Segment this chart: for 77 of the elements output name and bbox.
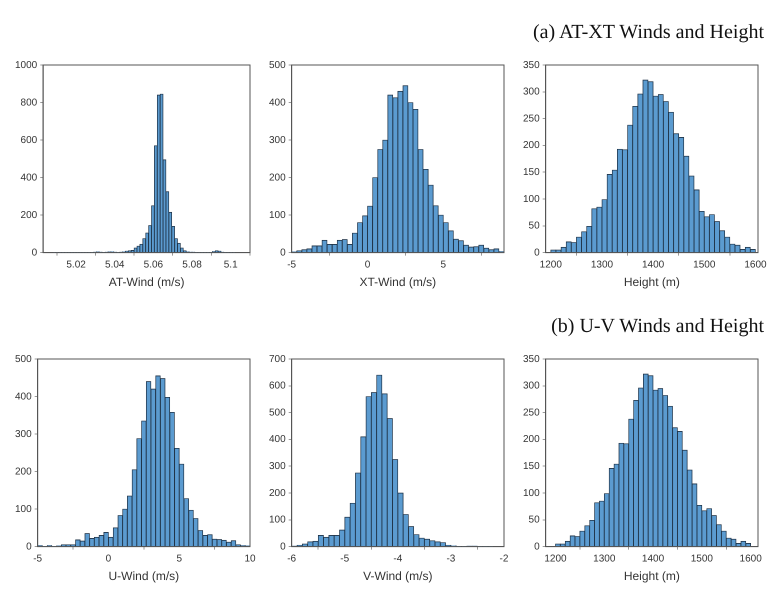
y-tick-label: 100	[268, 210, 286, 221]
x-tick-label: 10	[244, 553, 256, 564]
x-tick-label: -3	[446, 553, 456, 564]
x-tick-label: 5.1	[224, 259, 238, 270]
y-tick-label: 200	[268, 488, 286, 499]
x-axis-title: AT-Wind (m/s)	[108, 275, 185, 290]
y-tick-label: 800	[20, 97, 38, 108]
x-tick-label: 1200	[540, 259, 562, 270]
x-tick-label: 1600	[744, 259, 767, 270]
x-tick-label: 5.04	[105, 259, 125, 270]
y-tick-label: 1000	[14, 60, 38, 71]
y-tick-label: 600	[268, 380, 286, 392]
y-tick-label: 500	[268, 407, 286, 418]
x-axis-title: Height (m)	[624, 569, 680, 584]
x-tick-label: -5	[340, 553, 350, 564]
y-tick-label: 600	[20, 134, 38, 146]
y-tick-label: 400	[20, 172, 38, 184]
y-tick-label: 400	[268, 97, 286, 108]
x-tick-label: 1400	[642, 553, 665, 564]
x-axis-title: Height (m)	[624, 275, 680, 290]
x-tick-label: -6	[287, 553, 297, 564]
x-axis-title: U-Wind (m/s)	[108, 569, 180, 584]
y-tick-label: 200	[268, 172, 286, 184]
y-tick-label: 100	[14, 504, 32, 515]
x-tick-label: 5.08	[182, 259, 202, 270]
x-tick-label: 1500	[693, 259, 716, 270]
y-tick-label: 400	[14, 391, 32, 402]
y-tick-label: 200	[522, 434, 540, 446]
y-tick-label: 400	[268, 434, 286, 446]
y-tick-label: 300	[14, 428, 32, 440]
x-tick-label: 1200	[544, 553, 568, 564]
x-tick-label: -5	[287, 259, 297, 270]
x-tick-label: -2	[500, 553, 509, 564]
x-tick-label: -5	[33, 553, 43, 564]
y-tick-label: 0	[534, 541, 540, 552]
x-tick-label: 1600	[740, 553, 762, 564]
x-tick-label: 1300	[593, 553, 616, 564]
x-tick-label: 1300	[590, 259, 614, 270]
y-tick-label: 300	[522, 380, 540, 392]
x-tick-label: -4	[393, 553, 403, 564]
x-tick-label: 5	[440, 259, 447, 270]
y-tick-label: 500	[268, 60, 286, 71]
chart-title: (a) AT-XT Winds and Height	[532, 20, 765, 44]
y-tick-label: 300	[268, 460, 286, 472]
y-tick-label: 50	[528, 220, 540, 232]
x-tick-label: 0	[364, 259, 371, 270]
x-axis-title: V-Wind (m/s)	[363, 569, 433, 584]
y-tick-label: 200	[522, 140, 540, 152]
y-tick-label: 300	[522, 86, 540, 98]
y-tick-label: 0	[26, 541, 32, 552]
y-tick-label: 100	[522, 488, 540, 499]
y-tick-label: 350	[522, 60, 540, 71]
y-tick-label: 500	[14, 354, 32, 365]
y-tick-label: 150	[522, 460, 540, 472]
y-tick-label: 700	[268, 354, 286, 365]
x-tick-label: 0	[106, 553, 112, 564]
y-tick-label: 300	[268, 134, 286, 146]
y-tick-label: 200	[20, 210, 38, 221]
x-tick-label: 5.02	[66, 259, 86, 270]
y-tick-label: 150	[522, 166, 540, 178]
x-tick-label: 1500	[690, 553, 714, 564]
y-tick-label: 0	[280, 247, 286, 258]
x-tick-label: 5	[176, 553, 182, 564]
x-tick-label: 1400	[642, 259, 665, 270]
y-tick-label: 0	[32, 247, 38, 258]
y-tick-label: 250	[522, 407, 540, 418]
y-tick-label: 100	[522, 194, 540, 205]
y-tick-label: 0	[280, 541, 286, 552]
y-tick-label: 250	[522, 113, 540, 124]
y-tick-label: 100	[268, 514, 286, 526]
y-tick-label: 200	[14, 466, 32, 478]
y-tick-label: 350	[522, 354, 540, 365]
x-axis-title: XT-Wind (m/s)	[360, 275, 436, 290]
y-tick-label: 0	[534, 247, 540, 258]
y-tick-label: 50	[528, 514, 540, 526]
x-tick-label: 5.06	[144, 259, 164, 270]
chart-title: (b) U-V Winds and Height	[551, 314, 765, 338]
